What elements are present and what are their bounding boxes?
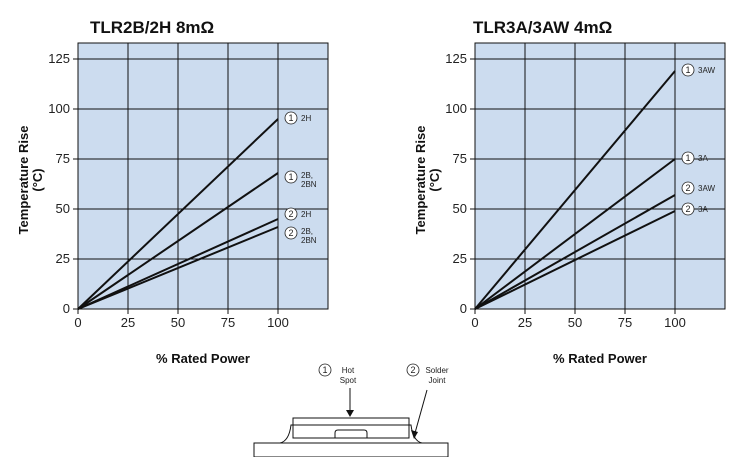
series-marker-circle bbox=[284, 170, 298, 184]
x-tick-label: 75 bbox=[618, 315, 632, 330]
series-line bbox=[77, 226, 279, 310]
marker-number: 1 bbox=[322, 365, 327, 375]
y-tick-label: 100 bbox=[445, 101, 467, 116]
y-axis-label-group: Temperature Rise (°C) bbox=[413, 126, 442, 235]
x-tick-label: 50 bbox=[568, 315, 582, 330]
series-line bbox=[77, 118, 279, 310]
solder-joint-label-1: Solder bbox=[425, 366, 448, 375]
y-axis-unit: (°C) bbox=[427, 168, 442, 191]
series-label: 3AW bbox=[698, 184, 715, 193]
series-marker-circle bbox=[681, 151, 695, 165]
x-tick-label: 100 bbox=[267, 315, 289, 330]
y-tick-label: 0 bbox=[63, 301, 70, 316]
series-marker-circle bbox=[284, 226, 298, 240]
series-marker-number: 1 bbox=[288, 172, 293, 182]
series-line bbox=[474, 158, 676, 310]
series-marker-circle bbox=[284, 111, 298, 125]
x-tick-label: 75 bbox=[221, 315, 235, 330]
series-marker-number: 2 bbox=[685, 183, 690, 193]
y-tick-label: 75 bbox=[56, 151, 70, 166]
plot-area bbox=[474, 42, 726, 310]
y-tick-label: 0 bbox=[460, 301, 467, 316]
resistor-body bbox=[292, 417, 410, 439]
solder-joint-arrow bbox=[414, 389, 428, 434]
solder-joint-label-2: Joint bbox=[429, 376, 447, 385]
series-line bbox=[474, 210, 676, 310]
marker-circle bbox=[406, 363, 420, 377]
y-tick-label: 50 bbox=[56, 201, 70, 216]
x-axis-label: % Rated Power bbox=[156, 351, 250, 366]
series-marker-number: 2 bbox=[288, 209, 293, 219]
x-tick-label: 100 bbox=[664, 315, 686, 330]
resistor-diagram: 1 Hot Spot 2 Solder Joint bbox=[253, 363, 449, 457]
series-label: 2B, bbox=[301, 227, 313, 236]
x-axis-label: % Rated Power bbox=[553, 351, 647, 366]
series-label: 2H bbox=[301, 114, 311, 123]
series-line bbox=[77, 218, 279, 310]
series-label: 2BN bbox=[301, 180, 317, 189]
series-label: 3A bbox=[698, 154, 708, 163]
marker-number: 2 bbox=[410, 365, 415, 375]
series-marker-number: 2 bbox=[288, 228, 293, 238]
circuit-board bbox=[253, 442, 449, 457]
hot-spot-label-2: Spot bbox=[340, 376, 357, 385]
marker-circle bbox=[318, 363, 332, 377]
y-axis-label: Temperature Rise bbox=[413, 126, 428, 235]
chart-right: TLR3A/3AW 4mΩ 0 25 50 75 100 125 0 25 50 75 100 1… bbox=[413, 18, 726, 366]
y-tick-label: 125 bbox=[445, 51, 467, 66]
y-axis-label-group: Temperature Rise (°C) bbox=[16, 126, 45, 235]
solder-fillet-right bbox=[409, 424, 423, 444]
y-tick-label: 50 bbox=[453, 201, 467, 216]
series-marker-circle bbox=[681, 63, 695, 77]
series-line bbox=[77, 172, 279, 310]
series-label: 2BN bbox=[301, 236, 317, 245]
series-marker-number: 1 bbox=[288, 113, 293, 123]
chart-title: TLR2B/2H 8mΩ bbox=[90, 18, 214, 37]
x-tick-label: 50 bbox=[171, 315, 185, 330]
series-marker-circle bbox=[284, 207, 298, 221]
resistor-element bbox=[334, 429, 368, 438]
x-tick-label: 25 bbox=[518, 315, 532, 330]
series-marker-number: 2 bbox=[685, 204, 690, 214]
series-marker-number: 1 bbox=[685, 65, 690, 75]
series-line bbox=[474, 70, 676, 310]
hot-spot-arrowhead bbox=[346, 410, 354, 417]
grid bbox=[475, 43, 725, 309]
y-axis-label: Temperature Rise bbox=[16, 126, 31, 235]
x-tick-label: 0 bbox=[74, 315, 81, 330]
series-marker-number: 1 bbox=[685, 153, 690, 163]
y-tick-label: 125 bbox=[48, 51, 70, 66]
x-tick-label: 0 bbox=[471, 315, 478, 330]
y-tick-label: 25 bbox=[453, 251, 467, 266]
series-marker-circle bbox=[681, 202, 695, 216]
x-tick-label: 25 bbox=[121, 315, 135, 330]
series-label: 3AW bbox=[698, 66, 715, 75]
y-axis-unit: (°C) bbox=[30, 168, 45, 191]
series-label: 3A bbox=[698, 205, 708, 214]
y-tick-label: 75 bbox=[453, 151, 467, 166]
solder-fillet-left bbox=[279, 424, 293, 444]
y-tick-label: 100 bbox=[48, 101, 70, 116]
y-tick-label: 25 bbox=[56, 251, 70, 266]
series-label: 2B, bbox=[301, 171, 313, 180]
series-line bbox=[474, 194, 676, 310]
series-label: 2H bbox=[301, 210, 311, 219]
hot-spot-label-1: Hot bbox=[342, 366, 355, 375]
series-marker-circle bbox=[681, 181, 695, 195]
chart-title: TLR3A/3AW 4mΩ bbox=[473, 18, 612, 37]
